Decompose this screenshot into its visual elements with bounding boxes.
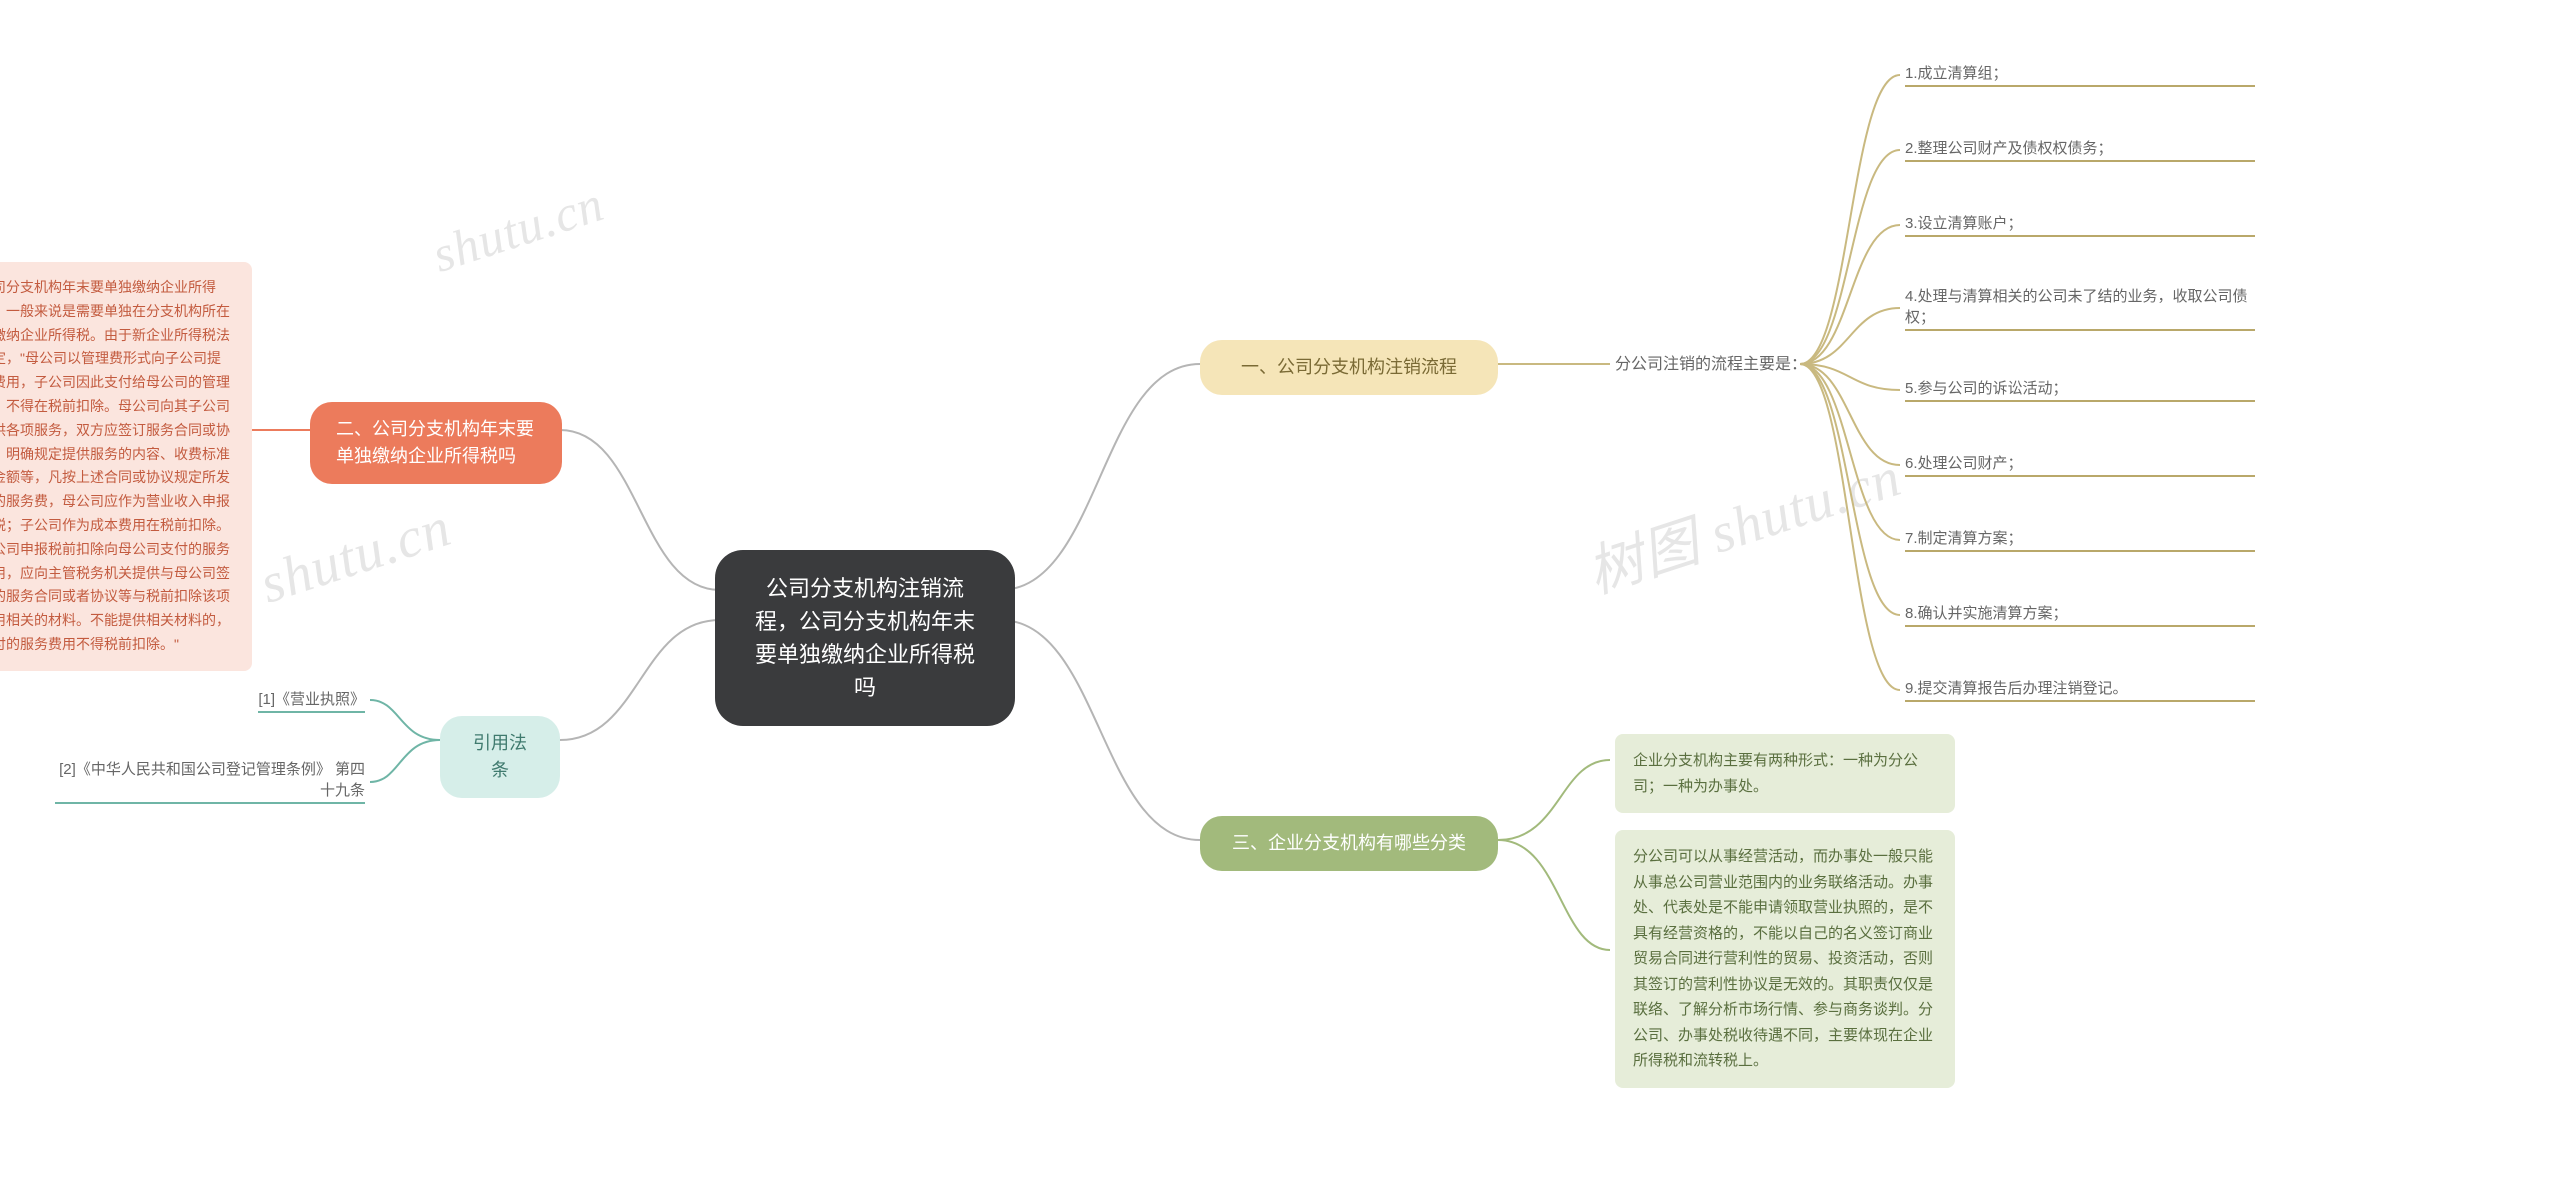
branch1-leaf-3: 3.设立清算账户； bbox=[1905, 212, 2255, 237]
branch1-leaf-9: 9.提交清算报告后办理注销登记。 bbox=[1905, 677, 2255, 702]
branch1-leaf-6: 6.处理公司财产； bbox=[1905, 452, 2255, 477]
branch-3: 三、企业分支机构有哪些分类 bbox=[1200, 816, 1498, 871]
branch-4: 引用法条 bbox=[440, 716, 560, 798]
watermark: 树图 shutu.cn bbox=[1575, 432, 1909, 610]
branch-1: 一、公司分支机构注销流程 bbox=[1200, 340, 1498, 395]
branch4-leaf-2: [2]《中华人民共和国公司登记管理条例》 第四十九条 bbox=[55, 758, 365, 804]
branch-2-detail: 公司分支机构年末要单独缴纳企业所得税，一般来说是需要单独在分支机构所在地缴纳企业… bbox=[0, 262, 252, 671]
branch3-leaf-1: 企业分支机构主要有两种形式：一种为分公司；一种为办事处。 bbox=[1615, 734, 1955, 813]
branch-2: 二、公司分支机构年末要单独缴纳企业所得税吗 bbox=[310, 402, 562, 484]
branch1-leaf-5: 5.参与公司的诉讼活动； bbox=[1905, 377, 2255, 402]
branch1-leaf-8: 8.确认并实施清算方案； bbox=[1905, 602, 2255, 627]
branch1-leaf-2: 2.整理公司财产及债权权债务； bbox=[1905, 137, 2255, 162]
center-node: 公司分支机构注销流程，公司分支机构年末要单独缴纳企业所得税吗 bbox=[715, 550, 1015, 726]
watermark: shutu.cn bbox=[425, 174, 610, 284]
branch1-leaf-4: 4.处理与清算相关的公司未了结的业务，收取公司债权； bbox=[1905, 285, 2255, 331]
branch-4-label: 引用法条 bbox=[466, 730, 534, 784]
center-title: 公司分支机构注销流程，公司分支机构年末要单独缴纳企业所得税吗 bbox=[745, 572, 985, 704]
branch-1-sublabel: 分公司注销的流程主要是： bbox=[1615, 352, 1807, 378]
branch-1-label: 一、公司分支机构注销流程 bbox=[1241, 354, 1457, 381]
branch1-leaf-7: 7.制定清算方案； bbox=[1905, 527, 2255, 552]
branch-3-label: 三、企业分支机构有哪些分类 bbox=[1232, 830, 1466, 857]
branch4-leaf-1: [1]《营业执照》 bbox=[258, 688, 365, 713]
branch3-leaf-2: 分公司可以从事经营活动，而办事处一般只能从事总公司营业范围内的业务联络活动。办事… bbox=[1615, 830, 1955, 1088]
branch1-leaf-1: 1.成立清算组； bbox=[1905, 62, 2255, 87]
branch-2-label: 二、公司分支机构年末要单独缴纳企业所得税吗 bbox=[336, 416, 536, 470]
